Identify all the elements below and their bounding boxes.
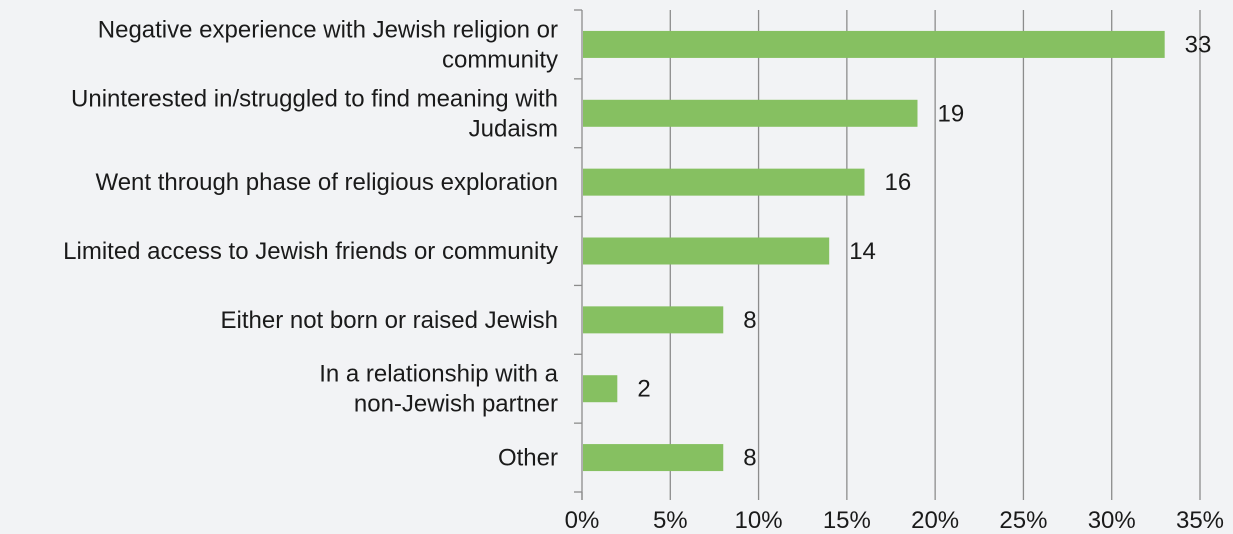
bar	[583, 444, 724, 472]
x-tick-label: 10%	[735, 507, 783, 534]
bar	[583, 30, 1165, 58]
bar	[583, 306, 724, 334]
x-tick-label: 5%	[653, 507, 688, 534]
category-label: Went through phase of religious explorat…	[95, 169, 558, 196]
x-tick-label: 15%	[823, 507, 871, 534]
bar	[583, 99, 918, 127]
data-labels: 33 19 16 14 8 2 8	[637, 31, 1211, 471]
bar-value-label: 8	[743, 445, 756, 472]
x-tick-label: 30%	[1088, 507, 1136, 534]
category-label: Uninterested in/struggled to find meanin…	[71, 85, 558, 142]
x-tick-label: 20%	[911, 507, 959, 534]
gridlines	[669, 10, 1201, 492]
category-label: In a relationship with a non-Jewish partn…	[319, 361, 558, 418]
bar-value-label: 16	[885, 169, 912, 196]
category-label: Limited access to Jewish friends or comm…	[63, 238, 558, 265]
x-tick-label: 25%	[999, 507, 1047, 534]
x-tick-label: 35%	[1176, 507, 1224, 534]
category-labels: Negative experience with Jewish religion…	[63, 16, 559, 471]
category-label: Either not born or raised Jewish	[221, 307, 559, 334]
bar-value-label: 33	[1185, 31, 1212, 58]
x-tick-labels: 0% 5% 10% 15% 20% 25% 30% 35%	[565, 507, 1224, 534]
bar-value-label: 19	[937, 100, 964, 127]
bar-value-label: 8	[743, 307, 756, 334]
bar	[583, 375, 618, 403]
category-label: Negative experience with Jewish religion…	[98, 16, 558, 73]
bar	[583, 168, 865, 196]
bar	[583, 237, 830, 265]
bars	[583, 30, 1165, 472]
y-axis	[574, 9, 1201, 500]
bar-value-label: 14	[849, 238, 876, 265]
x-tick-label: 0%	[565, 507, 600, 534]
bar-value-label: 2	[637, 376, 650, 403]
category-label: Other	[498, 445, 558, 472]
